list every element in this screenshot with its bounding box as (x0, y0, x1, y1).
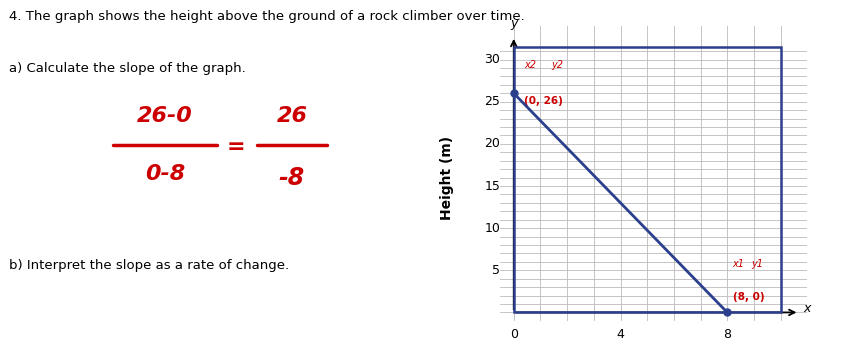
Text: 10: 10 (484, 221, 500, 235)
Text: x2: x2 (525, 60, 537, 70)
Text: 25: 25 (484, 95, 500, 108)
Text: 4: 4 (616, 328, 625, 341)
Text: Height (m): Height (m) (440, 136, 454, 220)
Text: 5: 5 (492, 264, 500, 277)
Bar (514, 47, 780, 313)
Text: 15: 15 (484, 179, 500, 193)
Text: 26: 26 (277, 106, 308, 126)
Text: -8: -8 (279, 166, 305, 190)
Text: b) Interpret the slope as a rate of change.: b) Interpret the slope as a rate of chan… (9, 259, 289, 272)
Text: y2: y2 (551, 60, 563, 70)
Text: y: y (510, 17, 517, 30)
Text: x1: x1 (733, 259, 744, 269)
Text: 4. The graph shows the height above the ground of a rock climber over time.: 4. The graph shows the height above the … (9, 10, 525, 23)
Text: y1: y1 (751, 259, 764, 269)
Text: (0, 26): (0, 26) (525, 96, 563, 106)
Text: 26-0: 26-0 (137, 106, 193, 126)
Text: 0: 0 (510, 328, 518, 341)
Text: a) Calculate the slope of the graph.: a) Calculate the slope of the graph. (9, 62, 246, 75)
Text: 30: 30 (484, 53, 500, 66)
Text: =: = (226, 137, 245, 157)
Text: 8: 8 (723, 328, 732, 341)
Text: 0-8: 0-8 (145, 164, 185, 184)
Text: x: x (803, 302, 811, 315)
Text: 20: 20 (484, 137, 500, 150)
Text: (8, 0): (8, 0) (733, 292, 764, 302)
